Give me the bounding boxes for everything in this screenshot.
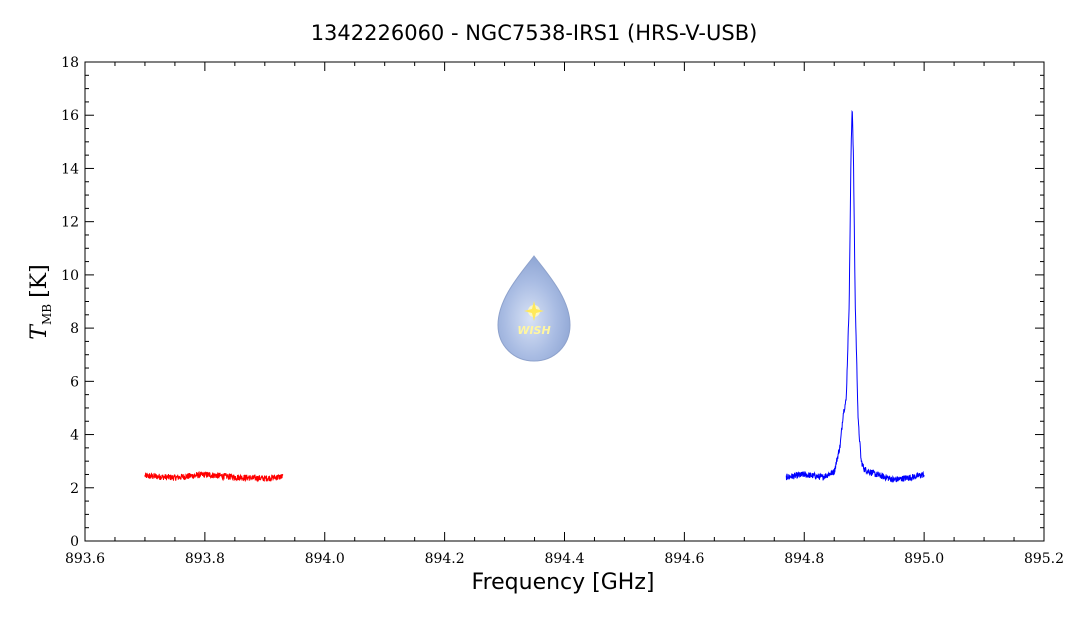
y-tick-label: 10 xyxy=(61,268,79,284)
x-tick-label: 893.6 xyxy=(65,551,105,567)
y-tick-label: 6 xyxy=(70,374,79,390)
x-tick-label: 894.6 xyxy=(664,551,704,567)
blue-spectrum-series xyxy=(785,109,925,483)
y-axis-label-unit: [K] xyxy=(27,264,52,298)
x-tick-label: 894.8 xyxy=(784,551,824,567)
x-tick-label: 893.8 xyxy=(185,551,225,567)
x-tick-label: 894.4 xyxy=(544,551,584,567)
svg-text:TMB[K]: TMB [K] xyxy=(27,264,54,339)
y-tick-label: 16 xyxy=(61,108,79,124)
axis-ticks: 893.6 893.8 894.0 894.2 894.4 894.6 894.8 895.0… xyxy=(61,55,1064,567)
y-tick-label: 18 xyxy=(61,55,79,71)
y-tick-label: 14 xyxy=(61,161,79,177)
y-tick-label: 12 xyxy=(61,215,79,231)
y-tick-label: 4 xyxy=(70,428,79,444)
y-tick-label: 0 xyxy=(70,534,79,550)
star-icon xyxy=(524,301,544,321)
y-tick-label: 2 xyxy=(70,481,79,497)
data-series xyxy=(144,109,925,483)
y-axis-label: TMB [K] xyxy=(27,264,54,339)
x-axis-label: Frequency [GHz] xyxy=(472,570,655,595)
x-tick-label: 894.0 xyxy=(305,551,345,567)
wish-logo-text: WISH xyxy=(517,324,550,337)
y-axis-label-subscript: MB xyxy=(40,304,54,325)
x-tick-label: 895.0 xyxy=(904,551,944,567)
red-spectrum-series xyxy=(144,470,284,483)
y-tick-label: 8 xyxy=(70,321,79,337)
x-tick-label: 894.2 xyxy=(425,551,465,567)
y-axis-label-symbol: T xyxy=(27,323,52,340)
x-tick-label: 895.2 xyxy=(1024,551,1064,567)
chart-title: 1342226060 - NGC7538-IRS1 (HRS-V-USB) xyxy=(311,21,758,45)
wish-logo: WISH xyxy=(497,255,571,362)
